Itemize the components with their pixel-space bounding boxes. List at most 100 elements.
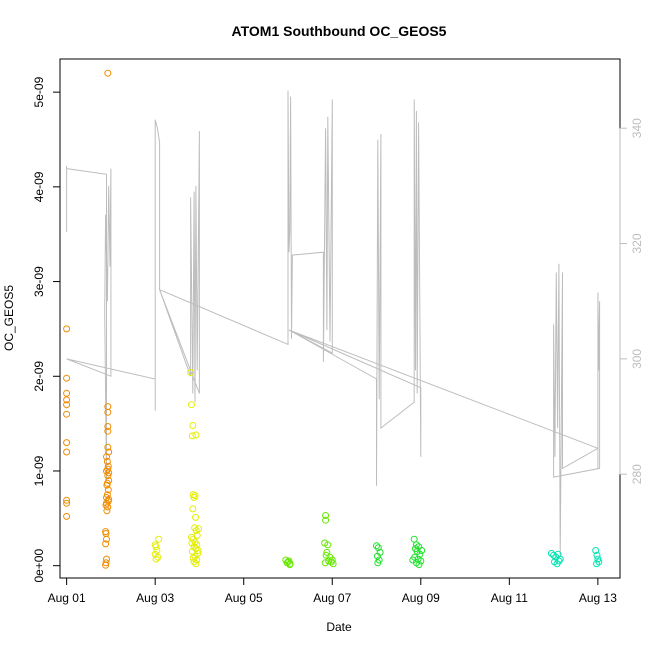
y-tick-label-0: 0e+00 <box>32 549 46 583</box>
data-point-s3-6 <box>410 535 418 543</box>
data-point-s4-0 <box>547 549 555 557</box>
data-point-s1-14 <box>191 492 199 500</box>
data-point-s0-34 <box>102 540 110 548</box>
x-tick-label-5: Aug 11 <box>491 591 528 605</box>
data-point-s0-4 <box>63 401 71 409</box>
data-point-s0-20 <box>104 462 112 470</box>
data-point-s4-1 <box>550 551 558 559</box>
data-point-s0-30 <box>103 507 111 515</box>
x-tick-label-3: Aug 07 <box>313 591 351 605</box>
data-point-s1-33 <box>195 525 203 533</box>
data-point-s2-5 <box>286 561 294 569</box>
y2-tick-label-0: 280 <box>630 464 644 484</box>
data-point-s3-11 <box>416 550 424 558</box>
data-point-s1-31 <box>190 558 198 566</box>
data-point-s0-16 <box>104 443 112 451</box>
y2-tick-label-3: 340 <box>630 118 644 138</box>
data-point-s4-4 <box>556 555 564 563</box>
data-point-s0-36 <box>102 559 110 567</box>
data-point-s0-25 <box>104 486 112 494</box>
data-point-s0-37 <box>102 561 110 569</box>
data-point-s0-21 <box>103 467 110 475</box>
plot-frame <box>59 58 621 579</box>
y-tick-label-3: 3e-09 <box>32 266 46 297</box>
y2-tick-label-2: 320 <box>630 233 644 253</box>
data-point-s0-19 <box>103 458 111 465</box>
data-point-s1-7 <box>187 369 195 376</box>
x-tick-label-0: Aug 01 <box>48 591 86 605</box>
data-point-s2-11 <box>322 551 330 559</box>
data-point-s3-5 <box>374 559 382 567</box>
data-point-s0-43 <box>102 501 110 509</box>
x-tick-label-1: Aug 03 <box>136 591 174 605</box>
data-point-s0-14 <box>104 423 112 430</box>
data-point-s1-35 <box>194 547 202 554</box>
data-point-s1-9 <box>189 422 197 429</box>
data-point-s1-8 <box>188 401 195 409</box>
secondary-series-line <box>66 90 601 555</box>
data-point-s1-18 <box>192 527 200 535</box>
data-point-s4-7 <box>555 557 563 565</box>
data-point-s1-10 <box>188 432 196 440</box>
data-point-s4-8 <box>592 547 600 554</box>
data-point-s0-15 <box>104 427 112 435</box>
data-point-s1-2 <box>153 547 161 554</box>
data-point-s3-7 <box>412 541 420 549</box>
data-point-s1-11 <box>192 431 200 439</box>
data-point-s1-4 <box>154 553 162 561</box>
data-point-s4-9 <box>593 551 601 559</box>
data-point-s0-42 <box>104 497 112 505</box>
x-axis-label: Date <box>326 620 352 634</box>
y-axis: 0e+00 1e-09 2e-09 3e-09 4e-09 5e-09 <box>32 76 61 583</box>
data-point-s0-33 <box>103 535 110 543</box>
data-point-s3-0 <box>373 542 380 550</box>
secondary-y-axis: 280 300 320 340 <box>619 118 644 484</box>
data-point-s0-38 <box>104 465 112 473</box>
y-tick-label-5: 5e-09 <box>32 76 46 107</box>
data-point-s1-32 <box>192 560 200 568</box>
data-point-s2-17 <box>321 559 329 567</box>
data-point-s1-1 <box>152 543 160 551</box>
data-point-s2-7 <box>322 516 330 524</box>
data-point-s3-3 <box>373 552 381 560</box>
data-point-s0-6 <box>63 439 71 447</box>
data-point-s0-9 <box>63 499 71 507</box>
data-point-s0-5 <box>63 410 71 418</box>
data-point-s0-39 <box>105 469 113 477</box>
x-tick-label-4: Aug 09 <box>402 591 440 605</box>
data-point-s0-22 <box>104 472 112 480</box>
data-point-s2-10 <box>323 548 331 556</box>
data-point-s0-3 <box>63 396 71 404</box>
data-point-s1-29 <box>189 554 197 562</box>
data-point-s0-18 <box>103 453 110 461</box>
data-point-s0-10 <box>63 512 71 520</box>
data-point-s0-40 <box>103 479 111 487</box>
data-point-s3-14 <box>417 557 425 565</box>
data-point-s3-16 <box>415 561 423 569</box>
data-point-s1-5 <box>152 555 160 563</box>
data-point-s2-16 <box>329 560 337 568</box>
data-point-s0-2 <box>63 389 71 397</box>
data-point-s0-1 <box>63 374 71 382</box>
data-point-s0-13 <box>104 408 112 416</box>
y-tick-label-1: 1e-09 <box>32 455 46 486</box>
data-point-s0-0 <box>63 325 71 333</box>
y-axis-label: OC_GEOS5 <box>2 285 16 351</box>
data-point-s3-17 <box>418 547 426 554</box>
data-point-s1-34 <box>188 539 196 547</box>
y-tick-label-2: 2e-09 <box>32 361 46 392</box>
data-point-s2-3 <box>285 557 293 565</box>
chart-title: ATOM1 Southbound OC_GEOS5 <box>232 23 447 39</box>
data-point-s3-18 <box>409 556 417 564</box>
data-point-s4-12 <box>593 560 600 568</box>
data-point-s1-6 <box>155 535 163 543</box>
data-point-s4-10 <box>594 555 602 563</box>
x-tick-label-6: Aug 13 <box>579 591 617 605</box>
y-tick-label-4: 4e-09 <box>32 171 46 202</box>
data-point-s0-8 <box>63 496 71 504</box>
x-axis: Aug 01 Aug 03 Aug 05 Aug 07 Aug 09 Aug 11 Aug … <box>48 577 617 605</box>
data-point-s0-7 <box>63 448 71 456</box>
data-point-s1-15 <box>189 505 197 513</box>
x-tick-label-2: Aug 05 <box>225 591 263 605</box>
